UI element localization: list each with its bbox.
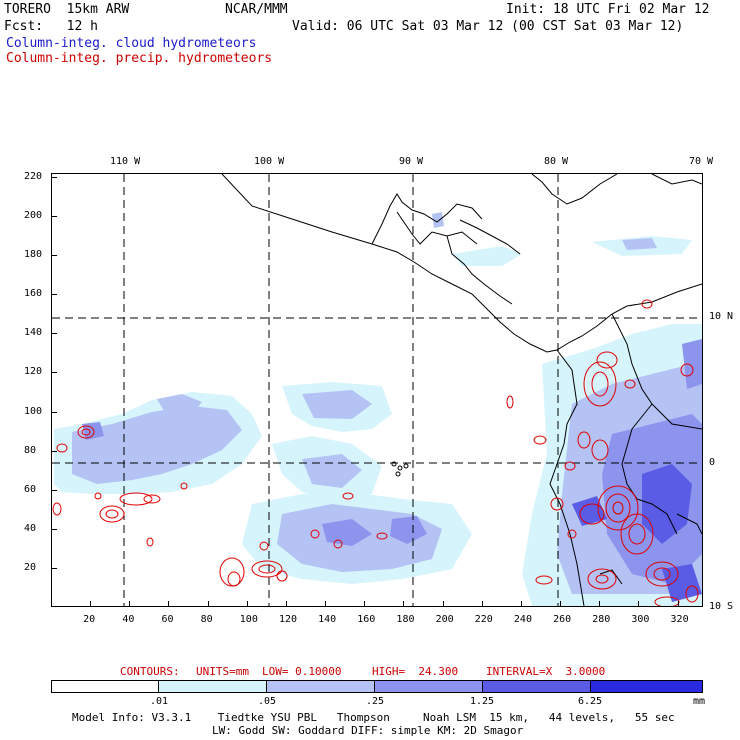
x-tick-label: 200 [435,614,454,625]
y-tick-mark [51,294,57,296]
y-tick-mark [51,489,57,491]
field-cloud-label: Column-integ. cloud hydrometeors [6,36,257,51]
valid-time: Valid: 06 UTC Sat 03 Mar 12 (00 CST Sat … [292,19,684,34]
x-tick-label: 180 [396,614,415,625]
contour-units: UNITS=mm [196,665,249,678]
y-tick-label: 160 [24,288,43,300]
colorbar-level-5: 6.25 [578,696,603,707]
y-tick-mark [51,372,57,374]
x-tick-label: 300 [631,614,650,625]
x-tick-mark [129,601,131,607]
colorbar-unit: mm [693,696,706,707]
lon-label-70w: 70 W [689,156,714,167]
x-tick-label: 160 [357,614,376,625]
x-tick-label: 280 [592,614,611,625]
y-tick-label: 40 [24,522,37,534]
y-tick-label: 200 [24,210,43,221]
y-tick-mark [51,450,57,452]
y-tick-label: 20 [24,561,37,573]
y-tick-label: 140 [24,327,43,339]
x-tick-mark [364,601,366,607]
colorbar-bin-0 [51,680,159,693]
y-tick-mark [51,528,57,530]
island-galapagos [391,461,409,477]
y-tick-mark [51,216,57,217]
y-tick-label: 100 [24,405,43,417]
x-tick-label: 220 [474,614,493,625]
y-tick-mark [51,333,57,335]
forecast-hour: Fcst: 12 h [4,19,98,34]
x-tick-label: 20 [83,614,96,625]
y-tick-label: 220 [24,170,43,182]
colorbar-level-3: .25 [366,696,385,707]
y-tick-label: 80 [24,444,37,456]
grid-lines [52,174,702,606]
field-precip-label: Column-integ. precip. hydrometeors [6,51,273,66]
lon-label-90w: 90 W [399,156,424,167]
contour-high: HIGH= 24.300 [372,665,459,678]
contour-low: LOW= 0.10000 [262,665,342,678]
colorbar-bin-4 [482,680,591,693]
colorbar-bin-2 [266,680,375,693]
x-tick-mark [677,601,679,607]
x-tick-mark [442,601,444,607]
model-title: TORERO 15km ARW [4,2,130,17]
lon-label-110w: 110 W [110,156,141,167]
lat-label-10s: 10 S [709,601,734,612]
x-tick-label: 100 [239,614,258,625]
x-tick-mark [520,601,522,607]
model-info-line2: LW: Godd SW: Goddard DIFF: simple KM: 2D… [212,724,524,737]
contour-label: CONTOURS: [120,665,180,678]
x-tick-mark [403,601,405,607]
contour-interval: INTERVAL=X 3.0000 [486,665,606,678]
colorbar-level-1: .01 [150,696,169,707]
colorbar-bin-1 [158,680,267,693]
x-tick-label: 60 [161,614,174,625]
x-tick-label: 120 [278,614,298,625]
x-tick-mark [285,601,287,607]
x-tick-mark [325,601,327,607]
y-tick-mark [51,567,57,569]
y-tick-mark [51,411,57,413]
x-tick-label: 240 [513,614,532,625]
model-info-line1: Model Info: V3.3.1 Tiedtke YSU PBL Thomp… [72,711,675,724]
y-tick-label: 60 [24,483,37,495]
lat-label-10n: 10 N [709,311,734,322]
colorbar-level-2: .05 [258,696,277,707]
x-tick-mark [246,601,248,607]
x-tick-label: 140 [318,614,337,625]
lon-label-100w: 100 W [254,156,285,167]
x-tick-label: 320 [670,614,689,625]
x-tick-mark [207,601,209,607]
y-tick-label: 180 [24,249,43,261]
x-tick-label: 40 [122,614,135,625]
lon-label-80w: 80 W [544,156,569,167]
x-tick-mark [599,601,601,607]
colorbar-level-4: 1.25 [470,696,495,707]
y-tick-mark [51,176,57,178]
map-plot [51,173,703,607]
x-tick-mark [638,601,640,607]
colorbar-bin-3 [374,680,483,693]
precip-contours [52,299,699,606]
lat-label-0: 0 [709,457,716,468]
organization-label: NCAR/MMM [225,2,288,17]
x-tick-mark [90,601,92,607]
x-tick-mark [560,601,562,607]
y-tick-mark [51,255,57,257]
colorbar-bin-5 [590,680,703,693]
y-tick-label: 120 [24,366,43,378]
coastlines [221,174,702,606]
init-time: Init: 18 UTC Fri 02 Mar 12 [506,2,710,17]
x-tick-label: 80 [200,614,213,625]
x-tick-mark [168,601,170,607]
x-tick-label: 260 [553,614,572,625]
cloud-shading [54,212,702,606]
x-tick-mark [481,601,483,607]
